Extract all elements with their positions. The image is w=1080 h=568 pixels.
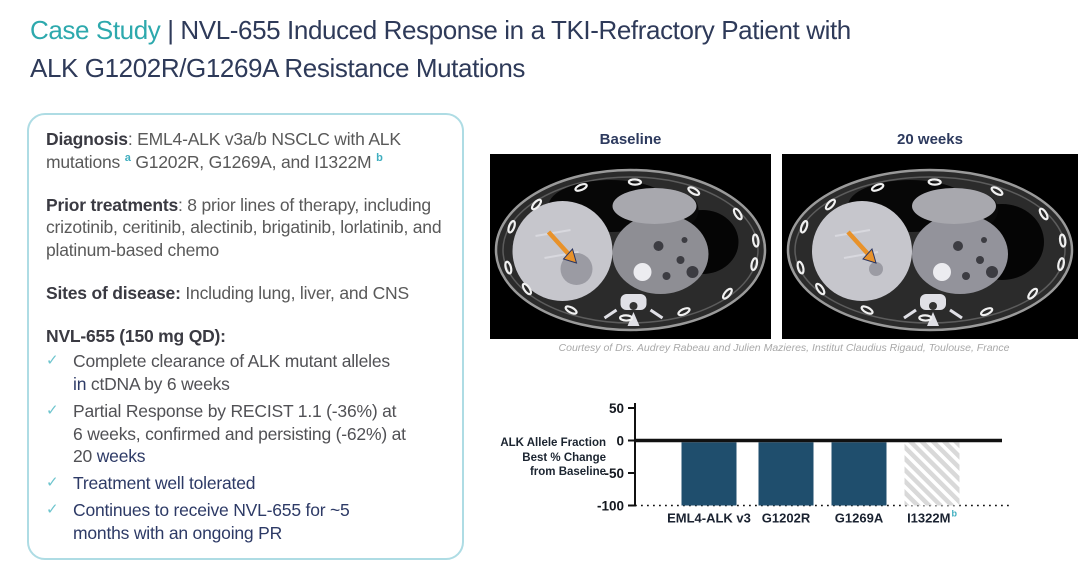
- svg-text:I1322Mb: I1322Mb: [907, 509, 957, 526]
- checklist-item-text: Continues to receive NVL-655 for ~5 mont…: [73, 499, 350, 543]
- bar-G1269A: [831, 442, 887, 506]
- arrow-annotation-icon: [846, 230, 877, 264]
- footnote-a-superscript: a: [124, 151, 131, 164]
- svg-text:EML4-ALK v3: EML4-ALK v3: [667, 511, 751, 526]
- prior-treatments-section: Prior treatments: 8 prior lines of thera…: [46, 194, 442, 262]
- checklist-item: ✓ Continues to receive NVL-655 for ~5 mon…: [46, 499, 442, 545]
- title-text-line2: ALK G1202R/G1269A Resistance Mutations: [30, 53, 525, 83]
- checkmark-icon: ✓: [46, 401, 59, 419]
- svg-text:50: 50: [609, 401, 624, 416]
- bar-G1202R: [758, 442, 814, 506]
- prior-treatments-text: : 8 prior lines of therapy, including cr…: [46, 194, 442, 261]
- svg-text:-100: -100: [597, 499, 624, 514]
- svg-text:G1269A: G1269A: [835, 511, 884, 526]
- sites-of-disease-label: Sites of disease:: [46, 282, 181, 303]
- checkmark-icon: ✓: [46, 352, 59, 370]
- nvl-655-label: NVL-655 (150 mg QD):: [46, 325, 226, 346]
- checklist-item-text: Partial Response by RECIST 1.1 (-36%) at…: [73, 400, 406, 467]
- bar-I1322M: [904, 442, 960, 506]
- checklist-item-text: Treatment well tolerated: [73, 473, 256, 493]
- diagnosis-section: Diagnosis: EML4-ALK v3a/b NSCLC with ALK…: [46, 128, 442, 174]
- svg-text:-50: -50: [604, 466, 624, 481]
- checkmark-icon: ✓: [46, 500, 59, 518]
- case-study-highlight: Case Study: [30, 15, 161, 45]
- scan-courtesy-caption: Courtesy of Drs. Audrey Rabeau and Julie…: [558, 342, 1010, 354]
- page-title: Case Study | NVL-655 Induced Response in…: [30, 11, 1050, 87]
- checklist-item: ✓ Complete clearance of ALK mutant allele…: [46, 350, 442, 396]
- checklist-item: ✓ Treatment well tolerated: [46, 472, 442, 495]
- footnote-b-superscript: b: [376, 151, 383, 164]
- diagnosis-label: Diagnosis: [46, 129, 128, 149]
- sites-of-disease-text: Including lung, liver, and CNS: [180, 282, 409, 303]
- diagnosis-text-2: G1202R, G1269A, and I1322M: [130, 151, 377, 172]
- diagnosis-text-1: : EML4-ALK v3a/b NSCLC with ALK mutation…: [46, 129, 401, 172]
- prior-treatments-label: Prior treatments: [46, 194, 178, 215]
- chart-y-axis-label: ALK Allele Fraction Best % Change from B…: [500, 437, 606, 478]
- baseline-scan-label: Baseline: [599, 131, 662, 148]
- 20-weeks-scan-label: 20 weeks: [897, 131, 963, 148]
- ct-scan-20weeks-image: [782, 154, 1078, 339]
- svg-text:G1202R: G1202R: [762, 511, 811, 526]
- title-text-line1: NVL-655 Induced Response in a TKI-Refrac…: [180, 15, 851, 45]
- bar-EML4-ALK v3: [681, 442, 737, 506]
- arrow-annotation-icon: [546, 230, 578, 264]
- svg-text:0: 0: [616, 434, 624, 449]
- sites-of-disease-section: Sites of disease: Including lung, liver,…: [46, 282, 442, 305]
- ct-scan-baseline-image: [490, 154, 771, 339]
- nvl-655-section: NVL-655 (150 mg QD): ✓ Complete clearance…: [46, 325, 442, 545]
- checklist-item: ✓ Partial Response by RECIST 1.1 (-36%) a…: [46, 400, 442, 468]
- nvl-checklist: ✓ Complete clearance of ALK mutant allele…: [46, 350, 442, 544]
- case-summary-panel: Diagnosis: EML4-ALK v3a/b NSCLC with ALK…: [27, 113, 464, 560]
- checklist-item-text: Complete clearance of ALK mutant alleles…: [73, 351, 390, 394]
- title-separator: |: [160, 15, 181, 45]
- alk-allele-fraction-chart: 50 0 -50 -100 EML4-ALK v3 G1202R G1269A I1322Mb: [597, 401, 1012, 526]
- checkmark-icon: ✓: [46, 474, 59, 491]
